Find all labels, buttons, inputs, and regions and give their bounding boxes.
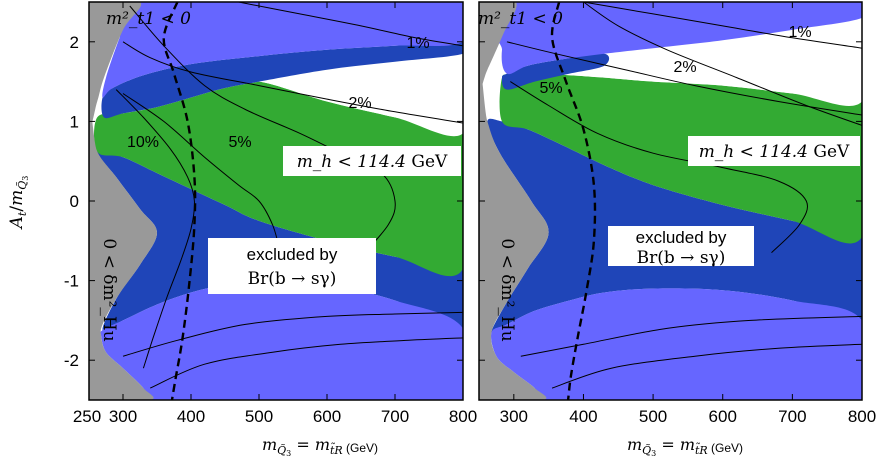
left-x-axis-label: mQ̃3 = mt̃R (GeV) — [262, 435, 378, 458]
left-contour-label: 2% — [348, 95, 371, 112]
left-y-tick-label: -2 — [64, 351, 79, 370]
left-contour-line-unlabeled-5 — [122, 311, 463, 357]
right-contour-label: 5% — [539, 80, 562, 97]
right-contour-layer — [506, 2, 862, 400]
left-higgs-limit-label: m_h < 114.4 GeV — [297, 152, 448, 172]
y-axis-label: At/mQ̃3 — [7, 176, 30, 231]
left-region-dark-blue-upper-band — [101, 41, 463, 119]
left-region-higgs-limit-green — [93, 81, 463, 277]
right-x-axis-label: mQ̃3 = mt̃R (GeV) — [627, 435, 743, 458]
left-y-tick-label: 1 — [70, 112, 79, 131]
left-x-tick-label: 250 — [73, 407, 101, 426]
left-x-tick-label: 400 — [177, 407, 205, 426]
left-contour-line-unlabeled-4 — [129, 5, 396, 258]
right-x-tick-label: 600 — [709, 407, 737, 426]
right-bsg-exclusion-line1: excluded by — [636, 228, 727, 247]
left-contour-label: 1% — [406, 35, 429, 52]
right-region-dark-blue-upper-band — [501, 53, 610, 90]
left-region-upper-white — [191, 49, 463, 137]
right-contour-line-unlabeled-3 — [583, 2, 862, 126]
right-higgs-limit-box — [688, 136, 860, 166]
left-contour-line-10pct — [115, 89, 196, 369]
right-dashed-boundary-curve — [550, 2, 597, 400]
left-higgs-limit-box — [283, 146, 461, 176]
left-region-negative-higgs-mass-parameter — [89, 107, 157, 400]
left-region-lower-light-blue — [100, 280, 463, 400]
right-x-tick-label: 500 — [639, 407, 667, 426]
right-annotation-layer: 1% 2% 5% m²_t1 < 0 0 < δm²_Hu m_h < 114.4 GeV… — [478, 9, 860, 342]
right-contour-line-unlabeled-5 — [551, 343, 862, 389]
left-contour-line-5pct — [122, 93, 280, 249]
left-axis-ticks: 250 300 400 500 600 700 800 -2 -1 0 1 2 — [64, 2, 477, 426]
right-panel: 1% 2% 5% m²_t1 < 0 0 < δm²_Hu m_h < 114.4 GeV… — [478, 1, 876, 458]
left-y-tick-label: 0 — [70, 192, 79, 211]
left-region-layer — [89, 2, 463, 400]
left-region-negative-stop-mass-squared — [89, 2, 142, 127]
left-dashed-boundary-curve — [162, 2, 197, 400]
left-x-tick-label: 700 — [381, 407, 409, 426]
right-x-tick-label: 700 — [778, 407, 806, 426]
right-region-upper-white — [506, 14, 862, 106]
left-x-tick-label: 300 — [109, 407, 137, 426]
right-stop-mass-negative-label: m²_t1 < 0 — [478, 9, 563, 29]
left-bsg-exclusion-line2: Br(b → sγ) — [248, 269, 337, 289]
right-contour-line-5pct — [510, 81, 808, 254]
left-y-tick-label: 2 — [70, 33, 79, 52]
right-contour-line-1pct — [583, 2, 862, 49]
right-bsg-exclusion-line2: Br(b → sγ) — [637, 248, 726, 268]
left-panel: 1% 2% 5% 10% m²_t1 < 0 0 < δm²_Hu m_h < 114.4 … — [7, 1, 477, 458]
right-x-tick-label: 300 — [500, 407, 528, 426]
left-contour-line-2pct — [122, 41, 463, 124]
left-y-tick-label: -1 — [64, 272, 79, 291]
left-annotation-layer: 1% 2% 5% 10% m²_t1 < 0 0 < δm²_Hu m_h < 114.4 … — [99, 9, 461, 342]
right-region-layer — [479, 2, 862, 400]
right-region-higgs-limit-green — [499, 73, 862, 244]
left-contour-label: 5% — [228, 134, 251, 151]
right-axis-ticks: 300 400 500 600 700 800 — [479, 2, 876, 426]
left-contour-line-1pct — [238, 2, 463, 47]
right-contour-line-unlabeled-4 — [520, 315, 862, 357]
right-contour-label: 1% — [788, 24, 811, 41]
left-x-tick-label: 500 — [245, 407, 273, 426]
right-higgs-mass-parameter-label: 0 < δm²_Hu — [497, 238, 517, 341]
left-contour-line-unlabeled-6 — [149, 337, 463, 389]
right-region-dark-blue-excluded — [487, 118, 862, 334]
left-bsg-exclusion-box — [208, 238, 376, 294]
left-stop-mass-negative-label: m²_t1 < 0 — [106, 9, 191, 29]
left-x-tick-label: 600 — [313, 407, 341, 426]
right-region-upper-light-blue — [484, 2, 862, 75]
right-x-tick-label: 800 — [848, 407, 876, 426]
right-higgs-limit-label: m_h < 114.4 GeV — [699, 142, 850, 162]
right-region-negative-stop-mass-squared — [479, 2, 517, 90]
right-region-lower-light-blue — [491, 288, 862, 400]
right-contour-label: 2% — [673, 59, 696, 76]
left-contour-label: 10% — [127, 134, 159, 151]
left-bsg-exclusion-line1: excluded by — [247, 245, 338, 264]
left-x-tick-label: 800 — [449, 407, 477, 426]
left-higgs-mass-parameter-label: 0 < δm²_Hu — [99, 238, 119, 341]
right-bsg-exclusion-box — [608, 226, 754, 266]
left-region-upper-light-blue — [102, 2, 463, 98]
left-contour-layer — [115, 2, 463, 400]
right-x-tick-label: 400 — [569, 407, 597, 426]
right-region-negative-higgs-mass-parameter — [479, 69, 549, 400]
